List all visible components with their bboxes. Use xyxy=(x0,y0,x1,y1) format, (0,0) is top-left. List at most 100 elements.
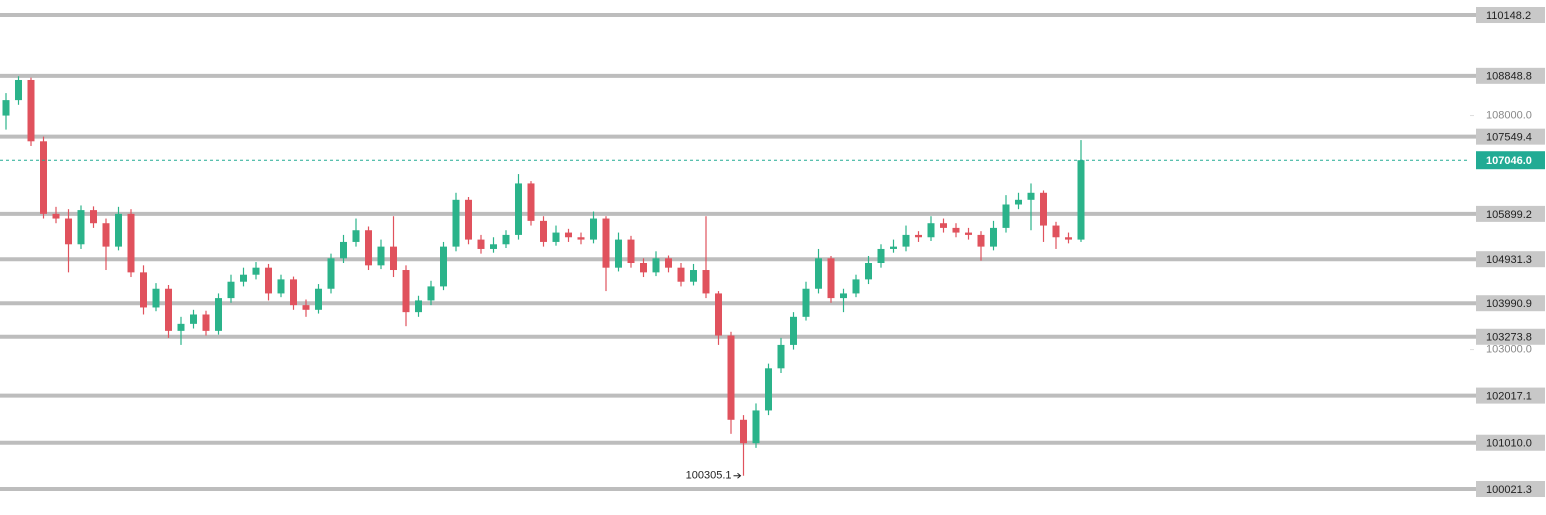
candle-body xyxy=(740,419,747,444)
candle-body xyxy=(402,270,410,313)
candle-body xyxy=(727,335,735,420)
candle-body xyxy=(240,274,247,282)
candle-body xyxy=(140,272,147,308)
candle-body xyxy=(290,279,297,306)
candle-body xyxy=(127,213,135,273)
candle-body xyxy=(265,267,272,294)
candle-body xyxy=(702,270,710,294)
level-label: 103990.9 xyxy=(1486,298,1532,310)
candle-body xyxy=(765,368,772,411)
candle-body xyxy=(227,281,235,299)
candle-body xyxy=(77,210,85,245)
candle-body xyxy=(2,100,10,116)
level-label-box xyxy=(1476,295,1545,312)
candle-body xyxy=(177,323,185,331)
level-label: 108848.8 xyxy=(1486,71,1532,83)
candle-body xyxy=(277,279,285,294)
candle-body xyxy=(1040,192,1047,226)
candle-body xyxy=(52,213,60,219)
candle-body xyxy=(365,230,372,266)
level-label-box xyxy=(1476,251,1545,268)
candle-body xyxy=(590,218,597,240)
candle-body xyxy=(890,246,897,249)
candle-body xyxy=(565,232,572,238)
level-label: 105899.2 xyxy=(1486,209,1532,221)
current-price-label: 107046.0 xyxy=(1486,155,1532,167)
candle-body xyxy=(65,218,72,245)
candle-body xyxy=(90,210,97,224)
candle-body xyxy=(777,344,785,369)
candle-body xyxy=(327,258,335,289)
candle-body xyxy=(215,298,222,331)
candle-body xyxy=(1015,199,1022,205)
candle-body xyxy=(965,232,972,235)
candle-body xyxy=(252,267,260,275)
level-label: 107549.4 xyxy=(1486,132,1532,144)
low-annotation: 100305.1 xyxy=(686,470,732,482)
annotation-arrow xyxy=(733,472,742,479)
level-label-box xyxy=(1476,205,1545,222)
candle-body xyxy=(490,244,497,249)
level-label-box xyxy=(1476,387,1545,404)
candle-body xyxy=(302,305,310,310)
level-label-box xyxy=(1476,128,1545,145)
level-label-box xyxy=(1476,67,1545,84)
candle-body xyxy=(865,262,872,280)
candle-body xyxy=(790,316,797,345)
candle-body xyxy=(815,258,822,289)
candle-body xyxy=(677,267,685,282)
y-tick-label: 103000.0 xyxy=(1486,343,1532,355)
candle-body xyxy=(940,223,947,228)
candle-body xyxy=(415,300,422,313)
candle-body xyxy=(527,183,535,221)
candle-body xyxy=(715,293,722,336)
candle-body xyxy=(465,199,472,240)
candle-body xyxy=(15,79,22,101)
candle-body xyxy=(615,239,622,268)
candle-body xyxy=(840,293,847,299)
level-label: 103273.8 xyxy=(1486,332,1532,344)
candle-body xyxy=(627,239,635,263)
candle-body xyxy=(752,410,760,444)
candle-body xyxy=(502,234,510,245)
candle-body xyxy=(152,288,160,308)
candle-body xyxy=(352,230,360,242)
level-label: 104931.3 xyxy=(1486,254,1532,266)
candle-body xyxy=(340,241,347,259)
candle-body xyxy=(315,288,322,310)
candle-body xyxy=(877,248,885,263)
candle-body xyxy=(515,183,522,235)
level-label: 100021.3 xyxy=(1486,484,1532,496)
candle-body xyxy=(977,234,985,247)
level-label-box xyxy=(1476,434,1545,451)
candle-body xyxy=(802,288,810,317)
level-label-box xyxy=(1476,328,1545,345)
candle-body xyxy=(540,220,547,242)
candle-body xyxy=(652,258,660,273)
candle-body xyxy=(390,246,397,271)
candle-body xyxy=(852,279,860,294)
candle-body xyxy=(552,232,560,242)
candle-body xyxy=(1052,225,1060,238)
candle-body xyxy=(190,314,197,324)
candle-body xyxy=(102,223,110,247)
level-label: 110148.2 xyxy=(1486,10,1531,22)
candle-body xyxy=(1002,204,1010,228)
current-price-box xyxy=(1476,151,1545,170)
level-label-box xyxy=(1476,481,1545,498)
candle-body xyxy=(40,141,47,214)
candle-body xyxy=(602,218,610,268)
candle-body xyxy=(665,258,672,268)
level-label: 101010.0 xyxy=(1486,438,1532,450)
candle-body xyxy=(640,262,647,273)
candle-body xyxy=(915,234,922,238)
candle-body xyxy=(165,288,172,331)
candle-body xyxy=(477,239,485,249)
candle-body xyxy=(1065,237,1072,240)
candle-body xyxy=(452,199,460,247)
candle-body xyxy=(690,270,697,282)
candle-body xyxy=(1077,160,1085,240)
candle-body xyxy=(902,234,910,247)
candle-body xyxy=(115,213,122,247)
